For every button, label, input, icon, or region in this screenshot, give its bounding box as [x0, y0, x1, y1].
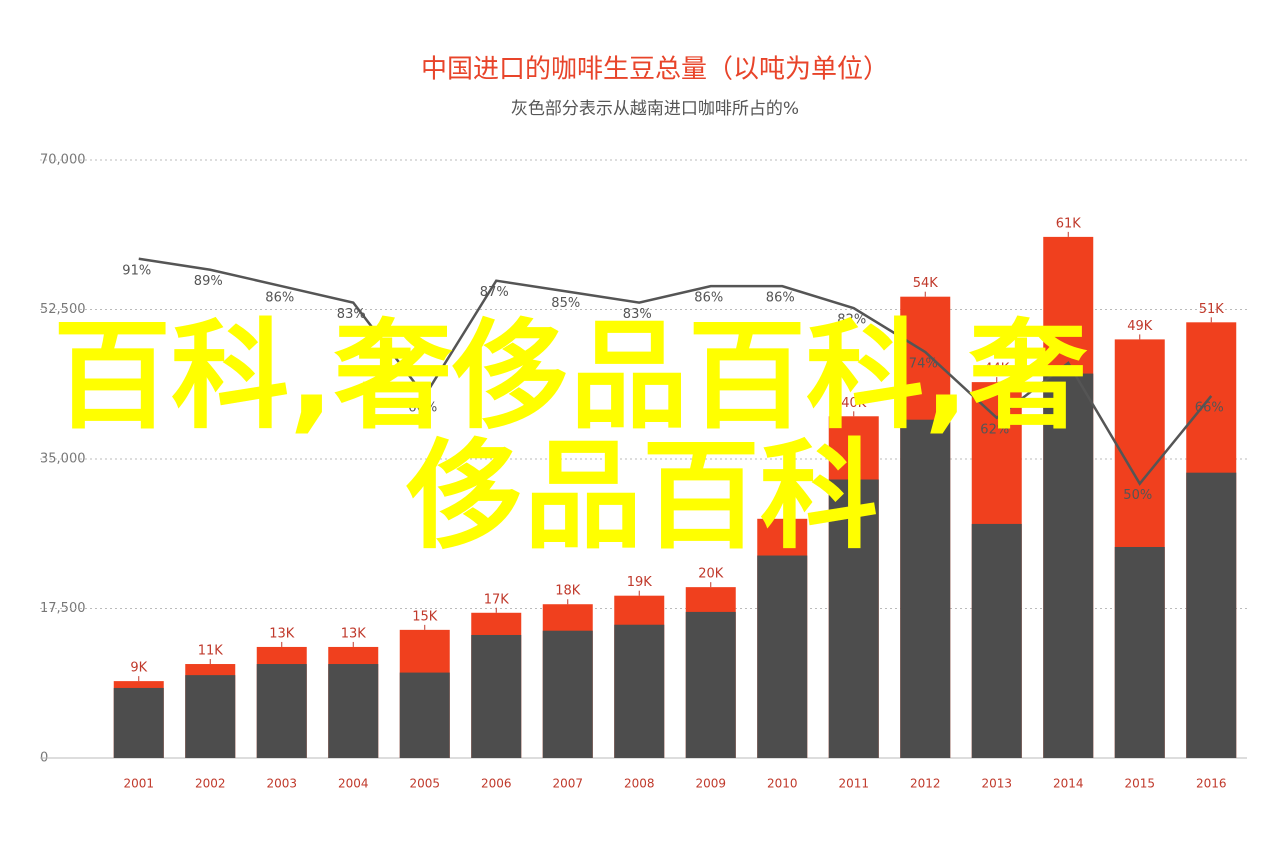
value-label: 13K — [341, 626, 367, 641]
line-label: 74% — [909, 357, 938, 372]
chart-title: 中国进口的咖啡生豆总量（以吨为单位） — [421, 55, 889, 85]
bar — [971, 523, 1022, 758]
x-tick-label: 2016 — [1196, 777, 1227, 791]
value-label: 17K — [484, 592, 510, 607]
x-tick-label: 2009 — [695, 777, 726, 791]
line-label: 82% — [837, 313, 866, 328]
line-label: 85% — [551, 296, 580, 311]
x-tick-label: 2001 — [123, 777, 154, 791]
value-label: 19K — [627, 575, 653, 590]
value-label: 44K — [984, 362, 1010, 377]
x-tick-label: 2008 — [624, 777, 655, 791]
line-label: 62% — [980, 422, 1009, 437]
value-label: 11K — [198, 644, 224, 659]
value-label: 54K — [913, 276, 939, 291]
line-label: 87% — [480, 285, 509, 300]
value-label: 40K — [841, 396, 867, 411]
x-tick-label: 2007 — [552, 777, 583, 791]
bar — [185, 675, 236, 758]
x-tick-label: 2015 — [1124, 777, 1155, 791]
x-tick-label: 2011 — [838, 777, 869, 791]
bar — [1043, 373, 1094, 758]
value-label: 51K — [1199, 302, 1225, 317]
x-tick-label: 2006 — [481, 777, 512, 791]
x-tick-label: 2014 — [1053, 777, 1084, 791]
value-label: 61K — [1056, 216, 1082, 231]
chart-subtitle: 灰色部分表示从越南进口咖啡所占的% — [511, 99, 799, 119]
line-label: 66% — [1195, 400, 1224, 415]
x-tick-label: 2010 — [767, 777, 798, 791]
line-label: 83% — [337, 307, 366, 322]
value-label: 49K — [1127, 319, 1153, 334]
line — [138, 257, 1213, 486]
y-tick-label: 17,500 — [40, 601, 86, 616]
x-tick-label: 2003 — [266, 777, 297, 791]
line-label: 89% — [194, 274, 223, 289]
value-label: 15K — [412, 609, 438, 624]
line-label: 86% — [694, 291, 723, 306]
line-label: 50% — [1123, 488, 1152, 503]
value-label: 20K — [698, 567, 724, 582]
bar — [113, 687, 164, 758]
line-label: 86% — [265, 291, 294, 306]
line-label: 86% — [766, 291, 795, 306]
bar — [685, 611, 736, 758]
bar — [900, 419, 951, 758]
y-tick-label: 35,000 — [40, 452, 86, 467]
x-tick-label: 2012 — [910, 777, 941, 791]
bar — [328, 664, 379, 758]
value-label: 13K — [269, 626, 295, 641]
bar — [399, 672, 450, 758]
line-label: 83% — [623, 307, 652, 322]
bar — [471, 634, 522, 758]
x-tick-label: 2002 — [195, 777, 226, 791]
y-tick-label: 70,000 — [40, 153, 86, 168]
bar — [614, 624, 665, 758]
line-label: 91% — [122, 263, 151, 278]
bar — [828, 479, 879, 758]
watermark: 百科,奢侈品百科,奢 — [53, 307, 1088, 445]
line-label: 66% — [408, 400, 437, 415]
bar — [256, 664, 307, 758]
bar — [542, 630, 593, 758]
x-tick-label: 2013 — [981, 777, 1012, 791]
value-label: 18K — [555, 584, 581, 599]
value-label: 9K — [130, 661, 147, 676]
bar — [757, 555, 808, 758]
watermark: 侈品百科 — [406, 427, 878, 565]
y-tick-label: 52,500 — [40, 302, 86, 317]
x-tick-label: 2005 — [409, 777, 440, 791]
x-tick-label: 2004 — [338, 777, 369, 791]
bar — [1114, 546, 1165, 758]
bar — [1186, 472, 1237, 758]
